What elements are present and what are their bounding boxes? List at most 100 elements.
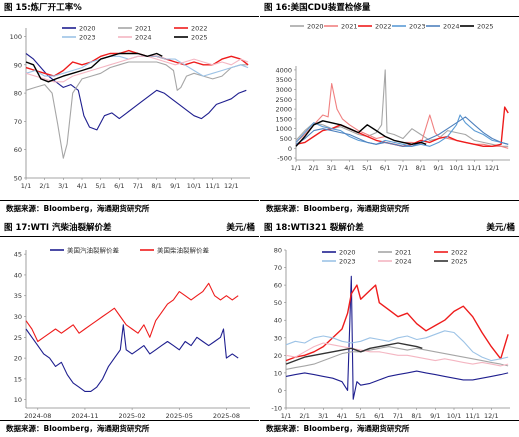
- y-tick-label: 70: [14, 118, 22, 126]
- y-tick-label: 0: [278, 387, 282, 395]
- y-tick-label: -500: [277, 155, 292, 163]
- legend-label: 2025: [451, 258, 468, 266]
- legend-label: 美国汽油裂解价差: [67, 246, 120, 255]
- series-line-2022: [285, 284, 509, 362]
- data-source: 数据来源：Bloomberg，海通期货研究所: [266, 424, 410, 433]
- x-tick-label: 5/1: [362, 164, 372, 172]
- y-tick-label: 1500: [275, 115, 292, 123]
- chart-gasoline-diesel-crack: 10 15 20 25 30 35 40 45 2024-08 2024-11 2025-02 202…: [14, 246, 250, 420]
- series-line-2023: [295, 114, 509, 147]
- legend-label: 2024: [443, 23, 460, 31]
- x-tick-label: 5/1: [355, 412, 365, 420]
- legend-label: 2024: [395, 258, 412, 266]
- data-source: 数据来源：Bloomberg，海通期货研究所: [266, 204, 410, 213]
- y-tick-label: 10: [274, 369, 282, 377]
- series-line-2025: [285, 342, 423, 365]
- chart-title: 图 17:WTI 汽柴油裂解价差: [4, 223, 112, 233]
- x-tick-label: 8/1: [416, 164, 426, 172]
- x-tick-label: 10/1: [449, 164, 464, 172]
- legend-label: 2023: [339, 258, 356, 266]
- y-tick-label: 100: [10, 33, 22, 41]
- x-tick-label: 12/1: [484, 412, 499, 420]
- panel-wti321-crack: 图 18:WTI321 裂解价差 美元/桶 -10 0 10 20 30 40 50 60 70…: [260, 220, 519, 437]
- series-line-2020: [25, 53, 247, 131]
- panel-cdu-outage: 图 16:美国CDU装置检修量 -500 0 500 1000 1500 2000 2500…: [260, 0, 519, 218]
- x-tick-label: 3/1: [318, 412, 328, 420]
- x-tick-label: 2/1: [299, 412, 309, 420]
- y-tick-label: 10: [14, 396, 22, 404]
- panel-gasoline-diesel-crack: 图 17:WTI 汽柴油裂解价差 美元/桶 10 15 20 25 30 35 40 45 20…: [0, 220, 259, 437]
- y-tick-label: 60: [14, 146, 22, 154]
- panel-title-bar: 图 16:美国CDU装置检修量: [260, 0, 519, 17]
- y-tick-label: 3500: [275, 76, 292, 84]
- legend-label: 2022: [375, 23, 392, 31]
- series-line-2020: [295, 69, 509, 147]
- source-divider: [260, 420, 519, 421]
- y-tick-label: 2500: [275, 96, 292, 104]
- x-tick-label: 9/1: [430, 412, 440, 420]
- y-tick-label: 0: [288, 145, 292, 153]
- chart-unit: 美元/桶: [226, 223, 255, 233]
- y-tick-label: 15: [14, 375, 22, 383]
- y-tick-label: 90: [14, 61, 22, 69]
- series-line-美国柴油裂解价差: [25, 282, 239, 343]
- x-tick-label: 3/1: [326, 164, 336, 172]
- x-tick-label: 2/1: [39, 182, 49, 190]
- legend-label: 2020: [339, 249, 356, 257]
- y-tick-label: 35: [14, 292, 22, 300]
- y-tick-label: 40: [274, 317, 282, 325]
- x-tick-label: 1/1: [291, 164, 301, 172]
- legend-label: 2025: [191, 34, 208, 42]
- y-tick-label: 45: [14, 251, 22, 259]
- legend-label: 2020: [79, 25, 96, 33]
- y-tick-label: 50: [274, 299, 282, 307]
- y-tick-label: 60: [274, 282, 282, 290]
- x-tick-label: 2024-08: [24, 412, 51, 420]
- chart-wti321-crack: -10 0 10 20 30 40 50 60 70 80 1/1 2/1 3/1 4/1 5/1 6/1 7/…: [271, 247, 510, 420]
- x-tick-label: 7/1: [133, 182, 143, 190]
- x-tick-label: 2025-08: [213, 412, 240, 420]
- x-tick-label: 4/1: [344, 164, 354, 172]
- x-tick-label: 9/1: [433, 164, 443, 172]
- source-divider: [260, 200, 519, 201]
- x-tick-label: 3/1: [58, 182, 68, 190]
- y-tick-label: 70: [274, 264, 282, 272]
- x-tick-label: 6/1: [380, 164, 390, 172]
- y-tick-label: 30: [274, 334, 282, 342]
- data-source: 数据来源：Bloomberg，海通期货研究所: [6, 424, 150, 433]
- x-tick-label: 11/1: [465, 412, 480, 420]
- panel-title-bar: 图 18:WTI321 裂解价差 美元/桶: [260, 220, 519, 237]
- x-tick-label: 2/1: [309, 164, 319, 172]
- chart-title: 图 16:美国CDU装置检修量: [264, 3, 371, 13]
- x-tick-label: 1/1: [21, 182, 31, 190]
- x-tick-label: 6/1: [374, 412, 384, 420]
- y-tick-label: 3000: [275, 86, 292, 94]
- chart-refinery-utilization: 50 60 70 80 90 100 1/1 2/1 3/1 4/1 5/1 6/1 7/1 8/1 9/1…: [10, 25, 250, 190]
- x-tick-label: 8/1: [411, 412, 421, 420]
- x-tick-label: 12/1: [224, 182, 239, 190]
- y-tick-label: 80: [14, 90, 22, 98]
- x-tick-label: 2024-11: [71, 412, 98, 420]
- y-tick-label: 500: [280, 135, 292, 143]
- legend-label: 2021: [395, 249, 412, 257]
- x-tick-label: 4/1: [77, 182, 87, 190]
- x-tick-label: 7/1: [393, 412, 403, 420]
- series-line-2025: [25, 52, 163, 83]
- series-line-2024: [295, 116, 509, 147]
- series-line-2024: [25, 55, 249, 83]
- chart-title: 图 18:WTI321 裂解价差: [264, 223, 364, 233]
- x-tick-label: 10/1: [447, 412, 462, 420]
- source-divider: [0, 200, 259, 201]
- chart-title: 图 15:炼厂开工率%: [4, 3, 82, 13]
- x-tick-label: 6/1: [114, 182, 124, 190]
- x-tick-label: 7/1: [398, 164, 408, 172]
- legend-label: 2021: [135, 25, 152, 33]
- legend-label: 美国柴油裂解价差: [157, 246, 210, 255]
- panel-refinery-utilization: 图 15:炼厂开工率% 50 60 70 80 90 100 1/1 2/1 3/1 4/1 5/1…: [0, 0, 259, 218]
- x-tick-label: 8/1: [151, 182, 161, 190]
- y-tick-label: 25: [14, 334, 22, 342]
- x-tick-label: 11/1: [467, 164, 482, 172]
- x-tick-label: 2025-02: [119, 412, 146, 420]
- y-tick-label: 80: [274, 247, 282, 255]
